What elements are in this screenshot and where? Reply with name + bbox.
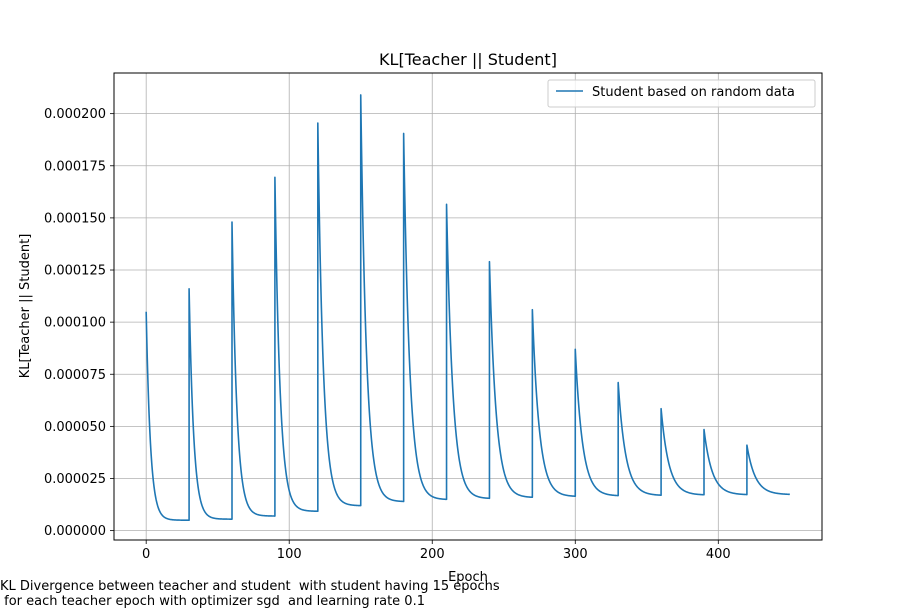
- caption-line-2: for each teacher epoch with optimizer sg…: [0, 594, 425, 609]
- axis-ticks: 0 100 200 300 400 0.000000 0.000025 0.000050 0.0…: [44, 107, 731, 562]
- plot-frame: [113, 72, 823, 541]
- x-tick-label: 200: [420, 547, 445, 562]
- legend: Student based on random data: [547, 79, 816, 108]
- y-tick-label: 0.000125: [44, 264, 106, 279]
- y-tick-label: 0.000025: [44, 472, 106, 487]
- x-tick-label: 400: [706, 547, 731, 562]
- y-tick-label: 0.000050: [44, 420, 106, 435]
- y-tick-label: 0.000175: [44, 159, 106, 174]
- x-tick-label: 0: [142, 547, 150, 562]
- y-tick-label: 0.000000: [44, 524, 106, 539]
- x-axis-label: Epoch: [448, 570, 488, 585]
- y-tick-label: 0.000150: [44, 211, 106, 226]
- x-tick-label: 300: [563, 547, 588, 562]
- series-lines: [145, 94, 791, 521]
- y-tick-label: 0.000075: [44, 368, 106, 383]
- y-axis-label: KL[Teacher || Student]: [18, 234, 33, 379]
- y-tick-label: 0.000100: [44, 316, 106, 331]
- x-tick-label: 100: [277, 547, 302, 562]
- chart-title: KL[Teacher || Student]: [379, 50, 557, 69]
- legend-label: Student based on random data: [592, 85, 795, 100]
- caption-line-1: KL Divergence between teacher and studen…: [0, 579, 500, 594]
- legend-box: [547, 79, 816, 108]
- series-line: [145, 94, 791, 521]
- y-tick-label: 0.000200: [44, 107, 106, 122]
